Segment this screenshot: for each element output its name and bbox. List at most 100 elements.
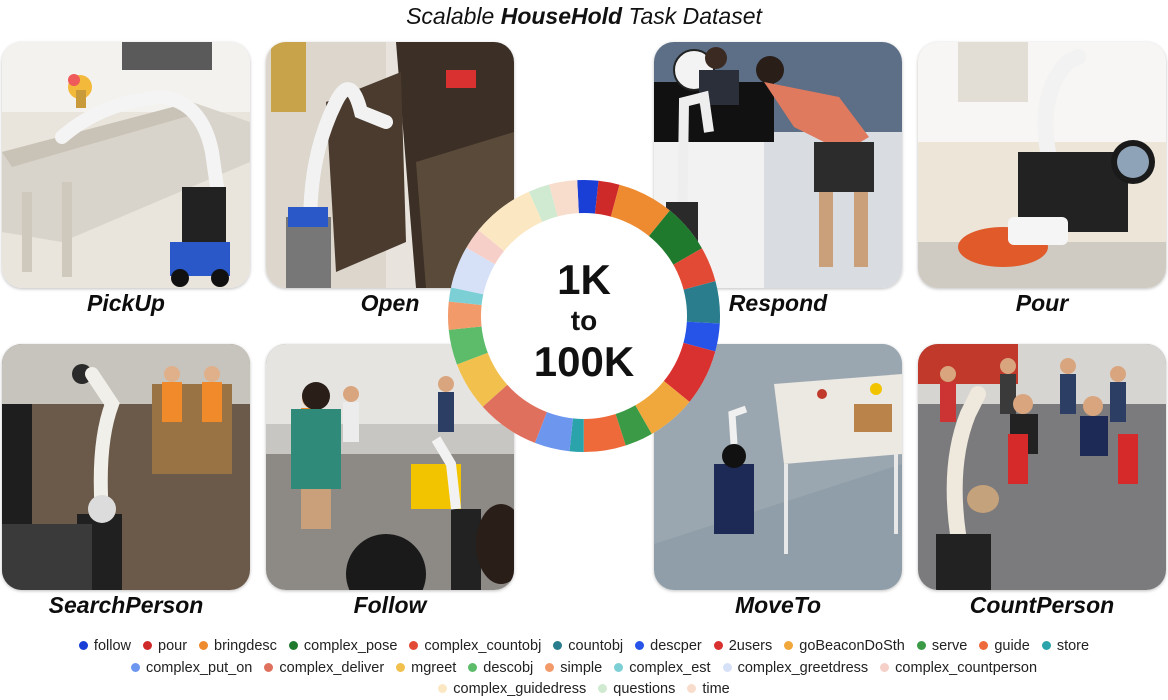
donut-slice-bringdesc — [610, 184, 670, 237]
legend-item-complex_guidedress: complex_guidedress — [438, 679, 586, 699]
center-label-1k: 1K — [557, 256, 611, 303]
caption-pour: Pour — [1015, 290, 1069, 316]
legend-item-simple: simple — [545, 658, 602, 678]
legend-item-time: time — [687, 679, 730, 699]
caption-follow: Follow — [353, 592, 427, 618]
legend-item-bringdesc: bringdesc — [199, 636, 277, 656]
legend-label: complex_est — [629, 660, 711, 676]
legend-item-complex_deliver: complex_deliver — [264, 658, 384, 678]
legend-swatch — [143, 641, 152, 650]
donut-slice-pour — [594, 180, 620, 218]
legend-item-complex_countperson: complex_countperson — [880, 658, 1037, 678]
legend-label: complex_pose — [303, 638, 398, 654]
legend-item-complex_est: complex_est — [614, 658, 711, 678]
caption-countperson: CountPerson — [969, 592, 1115, 618]
donut-slice-complex_pose — [648, 210, 702, 266]
legend-swatch — [409, 641, 419, 650]
donut-slice-store — [569, 417, 584, 452]
searchperson-photo — [2, 344, 250, 590]
legend-item-guide: guide — [979, 636, 1030, 656]
legend-swatch — [545, 663, 555, 672]
caption-respond: Respond — [728, 290, 828, 316]
legend-item-store: store — [1041, 636, 1090, 656]
donut-slice-countobj — [682, 281, 720, 324]
legend-label: pour — [158, 638, 188, 654]
donut-slice-complex_countobj — [672, 248, 716, 290]
donut-slice-time — [549, 180, 579, 218]
donut-slice-questions — [528, 184, 558, 223]
legend-swatch — [916, 641, 926, 650]
donut-slice-guide — [583, 413, 626, 452]
donut-slice-2users — [663, 342, 716, 402]
donut-slice-descobj — [448, 326, 489, 365]
caption-moveto: MoveTo — [734, 592, 822, 618]
legend-swatch — [468, 663, 478, 672]
legend-item-questions: questions — [598, 679, 675, 699]
legend-item-countobj: countobj — [553, 636, 623, 656]
legend-label: goBeaconDoSth — [799, 638, 905, 654]
legend-swatch — [614, 663, 624, 672]
legend-item-descper: descper — [635, 636, 702, 656]
legend-item-serve: serve — [916, 636, 968, 656]
legend-label: 2users — [728, 638, 773, 654]
legend-row-3: complex_guidedress questions time — [14, 679, 1154, 699]
legend-item-complex_put_on: complex_put_on — [130, 658, 252, 678]
legend-label: questions — [613, 681, 676, 697]
legend-swatch — [264, 663, 274, 672]
legend-swatch — [130, 663, 140, 672]
legend-label: complex_countperson — [895, 660, 1038, 676]
legend-item-goBeaconDoSth: goBeaconDoSth — [784, 636, 905, 656]
legend-label: bringdesc — [214, 638, 277, 654]
donut-slice-complex_put_on — [534, 411, 574, 452]
legend-swatch — [78, 641, 88, 650]
legend-row-1: follow pour bringdesc complex_pose complex_c… — [14, 636, 1154, 656]
legend-label: store — [1056, 638, 1090, 654]
legend-label: complex_countobj — [424, 638, 542, 654]
legend-label: serve — [931, 638, 968, 654]
legend-swatch — [635, 641, 645, 650]
donut-slice-simple — [448, 301, 483, 330]
legend-item-follow: follow — [78, 636, 131, 656]
legend-item-complex_pose: complex_pose — [288, 636, 398, 656]
legend-swatch — [396, 663, 406, 672]
center-label-to: to — [571, 305, 597, 336]
donut-slice-follow — [577, 180, 599, 215]
legend-swatch — [1041, 641, 1051, 650]
donut-slice-goBeaconDoSth — [634, 380, 690, 434]
legend-item-2users: 2users — [713, 636, 773, 656]
legend-label: guide — [994, 638, 1030, 654]
donut-slice-mgreet — [456, 352, 509, 407]
legend-item-complex_countobj: complex_countobj — [409, 636, 541, 656]
legend-label: time — [702, 681, 730, 697]
legend-swatch — [438, 684, 448, 693]
open-photo — [266, 42, 514, 288]
donut-slice-complex_guidedress — [478, 191, 543, 252]
donut-slice-complex_deliver — [482, 384, 548, 443]
donut-slice-complex_countperson — [466, 230, 505, 265]
donut-slice-serve — [615, 404, 652, 446]
donut-slice-complex_greetdress — [451, 247, 496, 295]
center-label-100k: 100K — [534, 338, 634, 385]
task-distribution-donut: 1K to 100K — [448, 180, 720, 452]
legend-swatch — [784, 641, 794, 650]
legend-label: follow — [93, 638, 131, 654]
donut-slice-descper — [682, 321, 720, 352]
legend-item-complex_greetdress: complex_greetdress — [722, 658, 869, 678]
legend-label: complex_deliver — [279, 660, 385, 676]
legend-swatch — [553, 641, 563, 650]
legend-label: complex_greetdress — [737, 660, 869, 676]
legend-label: descobj — [483, 660, 534, 676]
legend-item-descobj: descobj — [468, 658, 533, 678]
legend-swatch — [199, 641, 209, 650]
legend-swatch — [687, 684, 697, 693]
pickup-photo — [2, 42, 250, 288]
donut-slice-complex_est — [448, 287, 485, 306]
legend-swatch — [722, 663, 732, 672]
caption-open: Open — [360, 290, 420, 316]
legend-label: simple — [560, 660, 603, 676]
legend-row-2: complex_put_on complex_deliver mgreet desco… — [14, 658, 1154, 678]
legend-swatch — [880, 663, 890, 672]
caption-searchperson: SearchPerson — [48, 592, 204, 618]
figure-title: Scalable HouseHold Task Dataset — [406, 3, 762, 29]
legend-swatch — [598, 684, 608, 693]
